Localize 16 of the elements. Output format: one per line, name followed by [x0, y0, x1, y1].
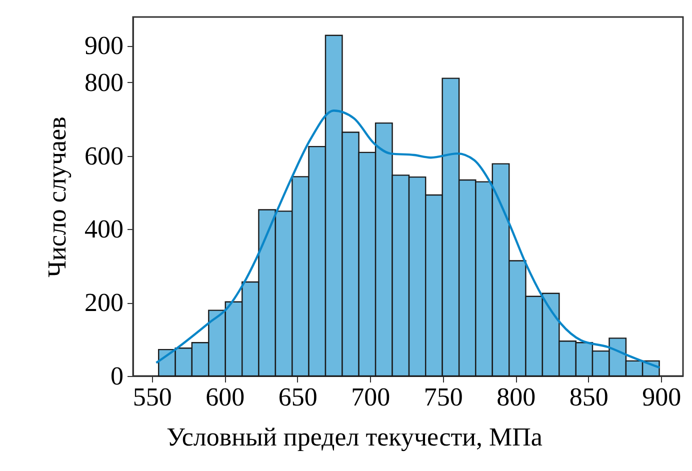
y-axis-title: Число случаев: [42, 116, 72, 278]
x-tick-label: 700: [351, 382, 390, 412]
y-tick-label: 900: [84, 31, 124, 60]
x-tick-label: 850: [569, 382, 608, 412]
x-tick-label: 550: [132, 382, 172, 412]
x-tick-label: 900: [642, 382, 682, 412]
y-tick-label: 400: [84, 214, 124, 244]
y-tick-label: 600: [84, 141, 124, 170]
y-tick-label: 800: [84, 68, 124, 97]
x-tick-label: 600: [206, 382, 245, 412]
x-tick-label: 650: [278, 382, 318, 412]
x-tick-label: 800: [496, 382, 536, 412]
y-tick-label: 200: [84, 288, 124, 318]
x-axis-title: Условный предел текучести, МПа: [166, 422, 543, 452]
y-tick-label: 0: [110, 362, 124, 390]
x-tick-label: 750: [424, 382, 463, 412]
